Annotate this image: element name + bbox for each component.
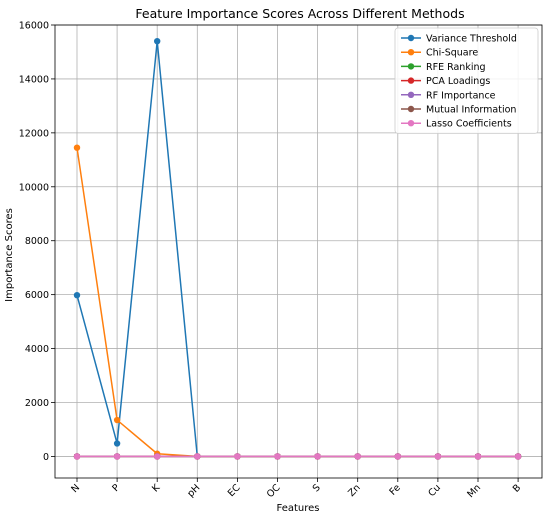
legend-label: RFE Ranking [426, 62, 486, 73]
legend-marker [407, 34, 415, 42]
legend-item: Chi-Square [401, 48, 478, 59]
x-tick-label: EC [226, 482, 243, 499]
y-tick-label: 10000 [19, 182, 49, 193]
tick-layer: 0 2000 4000 6000 8000 10000 12000 14000 16000 N P K… [19, 21, 523, 501]
data-point [73, 144, 81, 151]
y-tick-label: 6000 [25, 290, 49, 301]
x-axis-label: Features [277, 503, 320, 514]
data-point [394, 453, 401, 460]
y-tick-label: 14000 [19, 74, 49, 85]
data-point [434, 453, 442, 460]
legend: Variance Threshold Chi-Square RFE Ranking P… [394, 27, 539, 134]
legend-marker [407, 105, 415, 113]
legend-label: Mutual Information [426, 105, 516, 116]
data-point [514, 453, 522, 460]
x-tick-label: Mn [465, 482, 483, 500]
x-tick-label: Zn [346, 482, 363, 499]
plot-frame [54, 24, 543, 479]
legend-item: Mutual Information [401, 105, 516, 116]
data-point [154, 453, 161, 460]
x-tick-label: OC [265, 482, 283, 500]
legend-label: Chi-Square [426, 48, 478, 59]
data-point [73, 291, 81, 299]
y-tick-label: 16000 [19, 21, 49, 32]
x-tick-label: Fe [388, 482, 404, 498]
x-tick-label: N [69, 482, 82, 495]
legend-label: PCA Loadings [426, 76, 490, 87]
data-point [113, 440, 121, 447]
x-tick-label: Cu [426, 482, 443, 499]
y-tick-label: 2000 [25, 398, 49, 409]
legend-marker [407, 49, 415, 56]
grid-layer [55, 24, 542, 478]
data-point [314, 453, 321, 460]
x-tick-label: S [311, 482, 323, 494]
legend-item: PCA Loadings [401, 76, 490, 87]
data-point [234, 453, 241, 460]
x-tick-label: B [511, 482, 523, 494]
series-layer [73, 37, 522, 460]
x-tick-label: P [110, 482, 122, 494]
y-tick-label: 0 [43, 452, 49, 463]
x-tick-label: pH [185, 482, 202, 499]
legend-item: Variance Threshold [401, 34, 517, 45]
data-point [113, 416, 121, 424]
y-tick-label: 8000 [25, 236, 49, 247]
legend-item: RFE Ranking [401, 62, 486, 73]
legend-item: RF Importance [401, 90, 496, 101]
x-tick-label: K [150, 482, 163, 495]
chart-title: Feature Importance Scores Across Differe… [135, 6, 464, 21]
data-point [474, 453, 482, 460]
data-point [73, 453, 81, 460]
data-point [113, 453, 121, 460]
data-point [354, 453, 361, 460]
legend-label: Lasso Coefficients [426, 119, 512, 130]
legend-marker [407, 91, 415, 99]
y-tick-label: 4000 [25, 344, 49, 355]
series-chi-square [73, 144, 522, 460]
data-point [194, 453, 201, 460]
y-tick-label: 12000 [19, 128, 49, 139]
legend-marker [407, 77, 415, 84]
legend-item: Lasso Coefficients [401, 119, 512, 130]
legend-label: RF Importance [426, 90, 496, 101]
legend-box [394, 27, 539, 134]
legend-marker [407, 63, 415, 70]
legend-label: Variance Threshold [426, 34, 517, 45]
data-point [154, 37, 161, 45]
series-line [76, 147, 519, 458]
legend-marker [407, 120, 415, 127]
y-axis-label: Importance Scores [4, 208, 15, 302]
data-point [274, 453, 281, 460]
series-lasso-coefficients [73, 453, 522, 460]
